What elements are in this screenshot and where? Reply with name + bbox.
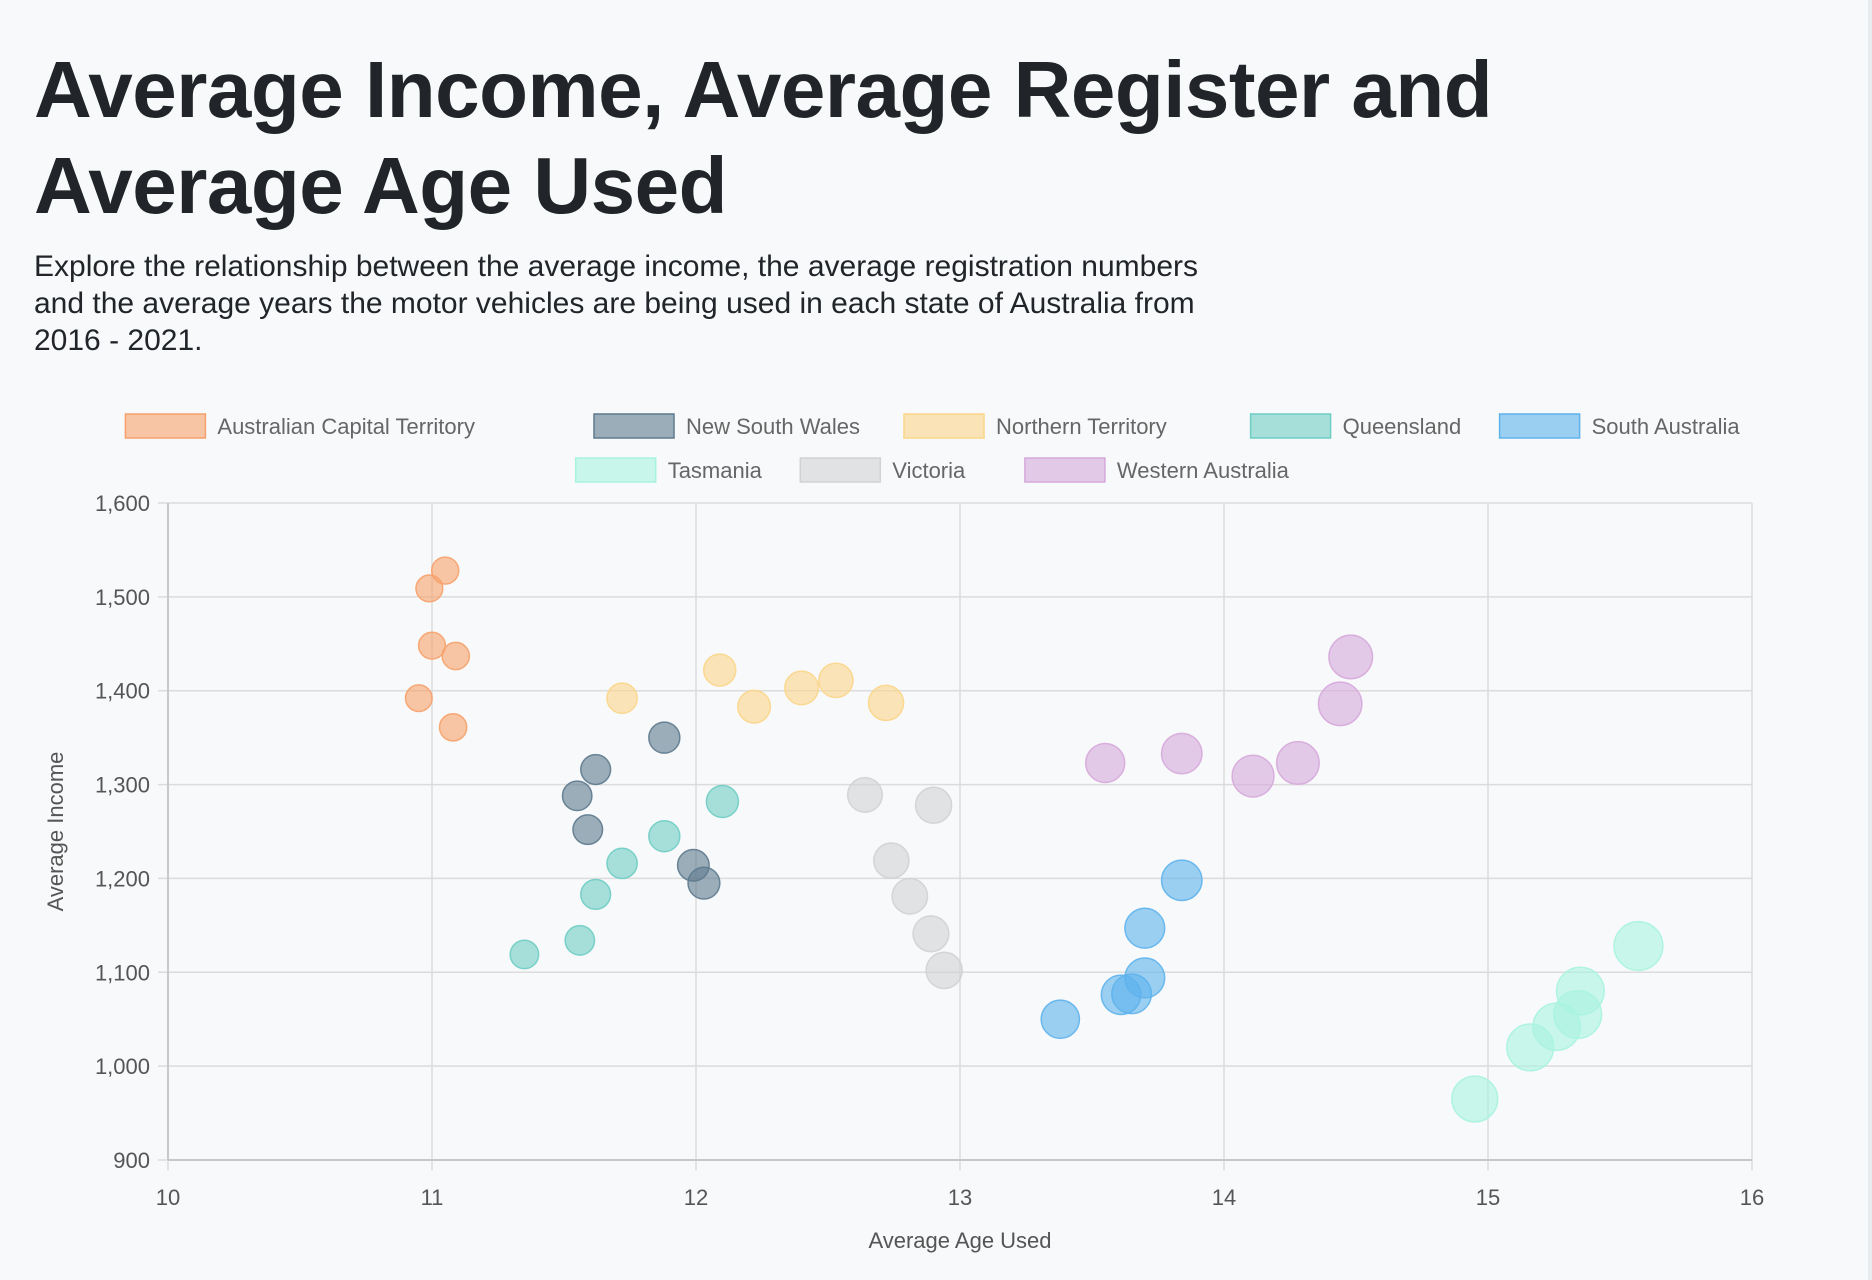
legend: Australian Capital Territory New South Wa… — [124, 413, 1741, 483]
y-tick-label: 1,200 — [95, 866, 150, 891]
legend-label: Australian Capital Territory — [217, 414, 475, 439]
data-point — [606, 682, 638, 715]
x-tick-label: 15 — [1476, 1185, 1500, 1210]
x-tick-label: 11 — [421, 1185, 444, 1210]
data-point — [784, 670, 820, 706]
legend-swatch — [124, 413, 207, 439]
legend-item: Queensland — [1249, 413, 1462, 439]
data-point — [1451, 1075, 1499, 1123]
legend-label: New South Wales — [686, 414, 860, 439]
data-point — [564, 924, 596, 956]
legend-swatch — [1498, 413, 1581, 439]
data-point — [1124, 907, 1166, 949]
data-point — [648, 721, 681, 754]
data-point — [891, 877, 929, 915]
y-axis-ticks: 900 1,000 1,100 1,200 1,300 1,400 1,500 1,600 — [95, 491, 150, 1173]
data-point — [580, 753, 612, 786]
data-point — [687, 866, 721, 900]
y-tick-label: 1,400 — [95, 679, 150, 704]
x-tick-label: 14 — [1212, 1185, 1236, 1210]
legend-item: South Australia — [1498, 413, 1741, 439]
legend-swatch — [1024, 457, 1106, 483]
y-tick-label: 1,000 — [95, 1054, 150, 1079]
x-axis-ticks: 10 11 12 13 14 15 16 — [156, 1185, 1764, 1210]
data-point — [1231, 754, 1275, 798]
legend-item: Tasmania — [574, 457, 763, 483]
y-axis-title: Average Income — [43, 752, 68, 912]
axes — [167, 503, 1752, 1161]
legend-item: Western Australia — [1024, 457, 1290, 483]
y-tick-label: 1,600 — [95, 491, 150, 516]
data-point — [818, 662, 854, 699]
data-point — [438, 712, 468, 742]
legend-swatch — [903, 413, 985, 439]
legend-label: Western Australia — [1117, 458, 1290, 483]
data-point — [648, 819, 681, 853]
legend-item: Northern Territory — [903, 413, 1167, 439]
y-tick-label: 900 — [113, 1148, 150, 1173]
y-tick-label: 1,500 — [95, 585, 150, 610]
data-point — [417, 631, 447, 660]
legend-swatch — [574, 457, 657, 483]
x-tick-label: 16 — [1740, 1185, 1764, 1210]
page-title: Average Income, Average Register and Ave… — [34, 45, 1493, 230]
legend-item: Victoria — [799, 457, 966, 483]
legend-label: South Australia — [1592, 414, 1741, 439]
legend-label: Northern Territory — [996, 414, 1167, 439]
page-subtitle: Explore the relationship between the ave… — [34, 250, 1199, 357]
legend-swatch — [593, 413, 675, 439]
data-point — [509, 939, 540, 970]
legend-item: New South Wales — [593, 413, 860, 439]
data-point — [1317, 681, 1363, 727]
legend-swatch — [799, 457, 882, 483]
x-tick-label: 13 — [948, 1185, 972, 1210]
legend-swatch — [1249, 413, 1332, 439]
legend-item: Australian Capital Territory — [124, 413, 475, 439]
data-point — [430, 556, 460, 585]
y-tick-label: 1,300 — [95, 773, 150, 798]
data-point — [572, 814, 604, 846]
data-point — [846, 776, 884, 813]
y-tick-label: 1,100 — [95, 960, 150, 985]
data-point — [1555, 966, 1605, 1016]
data-points — [404, 556, 1664, 1123]
data-point — [404, 684, 433, 713]
data-point — [606, 847, 638, 880]
data-point — [703, 653, 737, 687]
legend-label: Tasmania — [668, 458, 763, 483]
x-tick-label: 12 — [684, 1185, 708, 1210]
data-point — [441, 641, 471, 671]
data-point — [1328, 634, 1374, 680]
data-point — [1124, 957, 1166, 999]
data-point — [737, 689, 772, 724]
x-axis-title: Average Age Used — [868, 1228, 1051, 1253]
data-point — [914, 786, 953, 824]
data-point — [925, 951, 964, 990]
data-point — [1040, 999, 1081, 1040]
data-point — [873, 842, 910, 879]
data-point — [867, 684, 905, 722]
data-point — [1275, 740, 1320, 786]
gridlines — [158, 502, 1753, 1170]
data-point — [415, 574, 444, 603]
data-point — [705, 784, 740, 819]
data-point — [1084, 742, 1126, 784]
legend-label: Victoria — [892, 458, 966, 483]
data-point — [1160, 859, 1203, 902]
data-point — [1613, 920, 1664, 972]
data-point — [580, 878, 612, 911]
scrollbar[interactable] — [1868, 0, 1872, 1280]
x-tick-label: 10 — [156, 1185, 180, 1210]
legend-label: Queensland — [1343, 414, 1462, 439]
data-point — [1160, 732, 1203, 775]
data-point — [912, 915, 950, 953]
data-point — [561, 780, 593, 812]
